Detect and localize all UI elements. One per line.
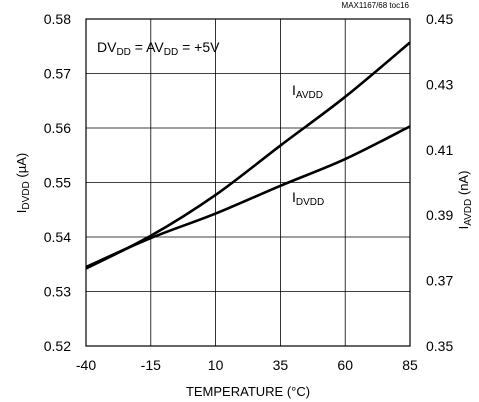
- y-axis-label-sub: DVDD: [21, 181, 32, 209]
- plot-frame: [85, 18, 411, 347]
- y-tick-labels: 0.52 0.53 0.54 0.55 0.56 0.57 0.58: [44, 11, 71, 354]
- condition-dv: DV: [97, 39, 117, 55]
- y2-tick-label: 0.37: [426, 273, 453, 289]
- series-label-iavdd-sub: AVDD: [296, 90, 323, 101]
- y-tick-label: 0.57: [44, 66, 71, 82]
- y-axis-label: IDVDD (µA): [14, 153, 32, 213]
- toc-label: MAX1167/68 toc16: [342, 1, 410, 10]
- condition-annotation: DVDD = AVDD = +5V: [97, 39, 220, 58]
- x-tick-label: 85: [402, 357, 418, 373]
- x-tick-label: 10: [208, 357, 224, 373]
- grid: [86, 19, 410, 346]
- condition-val: = +5V: [178, 39, 220, 55]
- x-axis-label: TEMPERATURE (°C): [186, 384, 310, 399]
- y-tick-label: 0.52: [44, 338, 71, 354]
- x-tick-label: 60: [337, 357, 353, 373]
- y-tick-label: 0.54: [44, 229, 71, 245]
- x-tick-label: -15: [141, 357, 161, 373]
- y2-tick-label: 0.41: [426, 142, 453, 158]
- series-label-iavdd: IAVDD: [292, 82, 323, 101]
- y-tick-label: 0.56: [44, 120, 71, 136]
- condition-av-sub: DD: [164, 47, 178, 58]
- x-tick-labels: -40 -15 10 35 60 85: [76, 357, 418, 373]
- series-lines: [85, 41, 411, 270]
- y2-axis-label: IAVDD (nA): [456, 171, 474, 230]
- y-tick-label: 0.55: [44, 175, 71, 191]
- x-tick-label: 35: [273, 357, 289, 373]
- x-tick-label: -40: [76, 357, 96, 373]
- y-tick-label: 0.53: [44, 284, 71, 300]
- condition-dv-sub: DD: [116, 47, 130, 58]
- condition-mid: = AV: [131, 39, 164, 55]
- series-label-iavdd-main: I: [292, 82, 296, 98]
- y2-tick-label: 0.45: [426, 11, 453, 27]
- series-label-idvdd-main: I: [292, 189, 296, 205]
- y2-axis-label-sub: AVDD: [463, 199, 474, 226]
- y2-axis-label-main: I: [456, 226, 471, 230]
- y2-tick-label: 0.35: [426, 338, 453, 354]
- y-axis-label-main: I: [14, 210, 29, 214]
- series-line-i-avdd: [85, 41, 411, 270]
- series-label-idvdd: IDVDD: [292, 189, 324, 208]
- series-label-idvdd-sub: DVDD: [296, 197, 324, 208]
- y2-tick-label: 0.39: [426, 207, 453, 223]
- y-tick-label: 0.58: [44, 11, 71, 27]
- y2-tick-labels: 0.35 0.37 0.39 0.41 0.43 0.45: [426, 11, 453, 354]
- series-line-i-dvdd: [85, 125, 411, 269]
- y2-axis-label-unit: (nA): [456, 171, 471, 199]
- y-axis-label-unit: (µA): [14, 153, 29, 181]
- y2-tick-label: 0.43: [426, 76, 453, 92]
